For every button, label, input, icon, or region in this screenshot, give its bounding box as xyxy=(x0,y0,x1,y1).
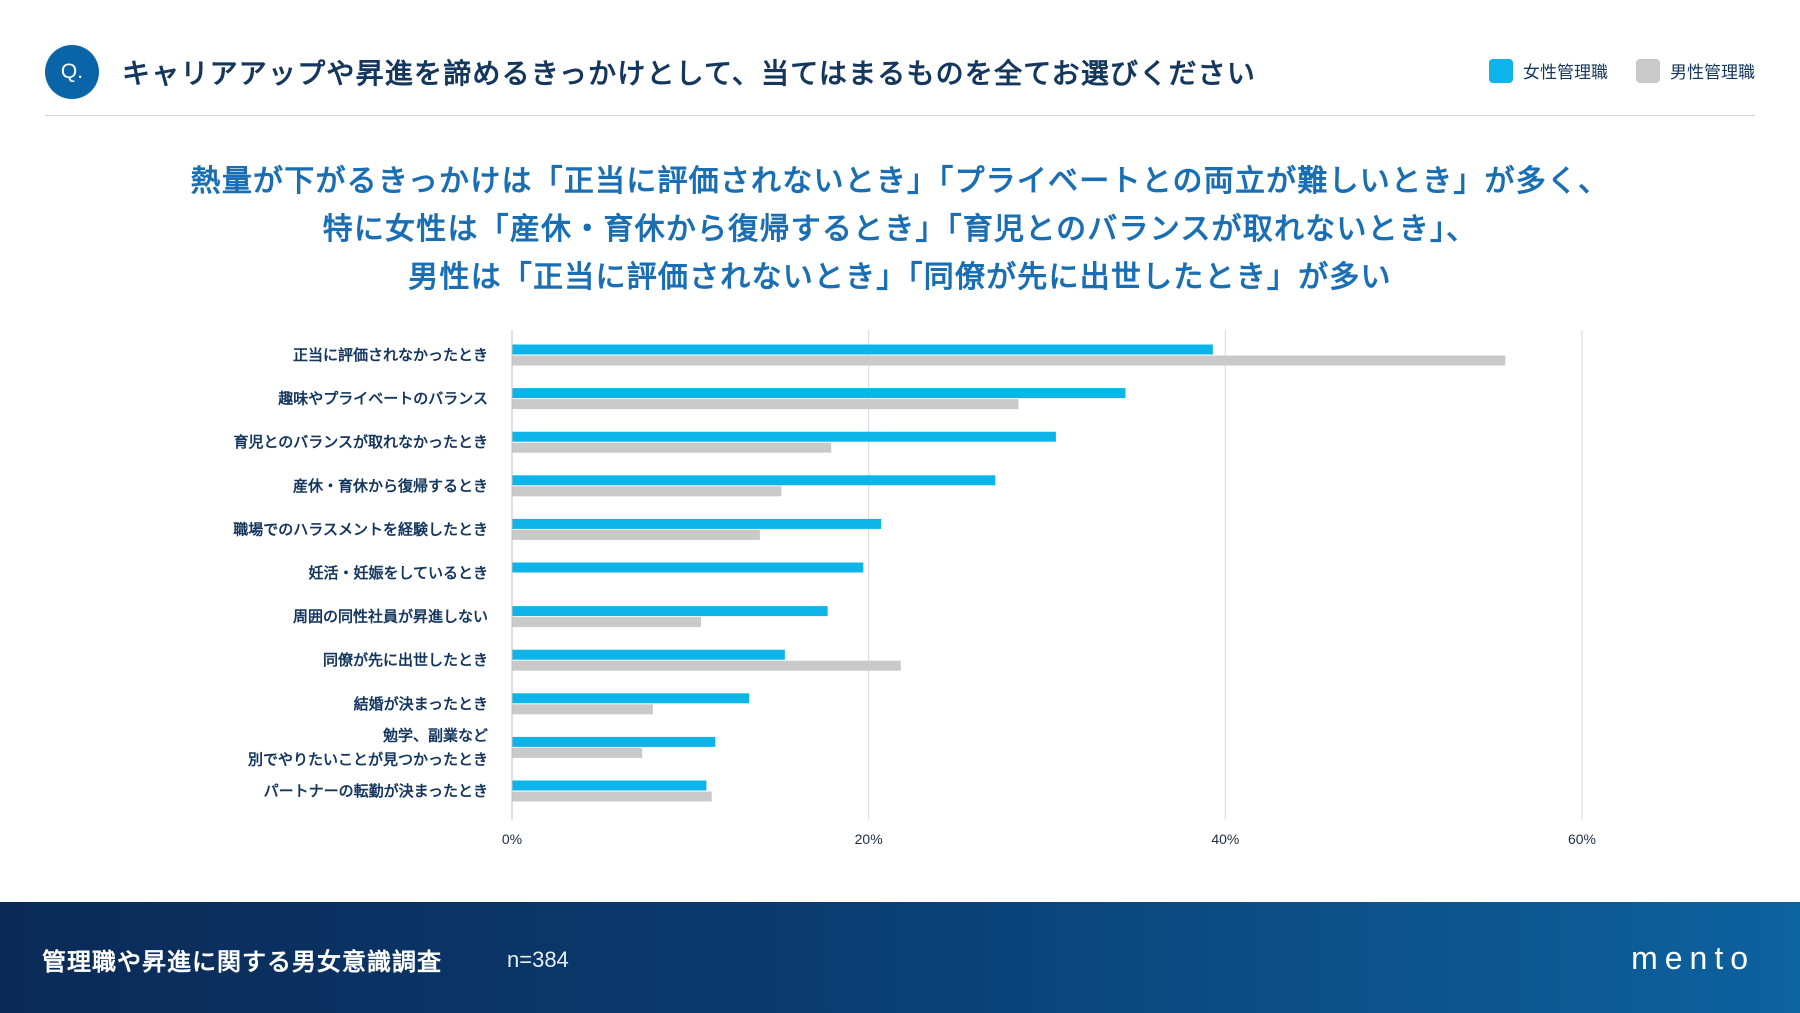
x-tick-label: 60% xyxy=(1568,831,1596,847)
bar-female xyxy=(512,475,996,486)
category-label: 別でやりたいことが見つかったとき xyxy=(247,750,488,768)
bar-female xyxy=(512,693,750,704)
headline-line-1: 熱量が下がるきっかけは「正当に評価されないとき」「プライベートとの両立が難しいと… xyxy=(190,164,1610,199)
x-tick-label: 40% xyxy=(1211,831,1239,847)
category-label: 育児とのバランスが取れなかったとき xyxy=(233,433,488,451)
legend-item-female: 女性管理職 xyxy=(1489,58,1608,83)
category-label: 趣味やプライベートのバランス xyxy=(277,390,488,408)
bar-male xyxy=(512,704,653,715)
bar-male xyxy=(512,399,1019,410)
x-tick-label: 0% xyxy=(502,831,522,847)
headline-line-2: 特に女性は「産休・育休から復帰するとき」「育児とのバランスが取れないとき」、 xyxy=(322,212,1478,247)
bar-male xyxy=(512,442,832,453)
footer: 管理職や昇進に関する男女意識調査 n=384 mento xyxy=(0,902,1800,1013)
category-label: 勉学、副業など xyxy=(382,726,488,744)
legend: 女性管理職 男性管理職 xyxy=(1489,58,1755,83)
bar-female xyxy=(512,780,707,791)
bar-male xyxy=(512,617,702,628)
bar-female xyxy=(512,431,1056,442)
bar-chart: 0% 20% 40% 60% 正当に評価されなかったとき趣味やプライベートのバランス育児… xyxy=(233,330,1596,847)
category-label: 正当に評価されなかったとき xyxy=(293,346,488,364)
legend-label-female: 女性管理職 xyxy=(1523,63,1608,83)
bar-female xyxy=(512,606,828,617)
category-label: 結婚が決まったとき xyxy=(354,695,488,713)
mento-logo: mento xyxy=(1631,940,1755,976)
legend-item-male: 男性管理職 xyxy=(1636,58,1755,83)
category-label: 同僚が先に出世したとき xyxy=(323,651,488,669)
footer-title: 管理職や昇進に関する男女意識調査 xyxy=(42,948,442,976)
bar-male xyxy=(512,791,712,802)
question-badge: Q. xyxy=(45,45,99,99)
headline: 熱量が下がるきっかけは「正当に評価されないとき」「プライベートとの両立が難しいと… xyxy=(0,158,1800,302)
legend-swatch-female xyxy=(1489,58,1513,83)
category-label: 職場でのハラスメントを経験したとき xyxy=(233,520,488,538)
bar-male xyxy=(512,529,760,540)
category-label: 周囲の同性社員が昇進しない xyxy=(293,608,488,626)
x-tick-label: 20% xyxy=(855,831,883,847)
category-label: 産休・育休から復帰するとき xyxy=(293,477,488,495)
bar-male xyxy=(512,747,643,758)
bar-male xyxy=(512,355,1506,366)
bar-female xyxy=(512,388,1126,399)
legend-swatch-male xyxy=(1636,58,1660,83)
bar-female xyxy=(512,649,785,660)
category-label: 妊活・妊娠をしているとき xyxy=(308,564,488,582)
bar-female xyxy=(512,344,1213,355)
sample-size: n=384 xyxy=(507,947,569,972)
legend-label-male: 男性管理職 xyxy=(1670,63,1755,83)
bar-male xyxy=(512,486,782,497)
question-title: キャリアアップや昇進を諦めるきっかけとして、当てはまるものを全てお選びください xyxy=(122,57,1257,90)
header-divider xyxy=(45,115,1755,116)
bar-male xyxy=(512,660,901,671)
bar-female xyxy=(512,562,864,573)
bar-female xyxy=(512,518,882,529)
bar-female xyxy=(512,736,716,747)
category-label: パートナーの転勤が決まったとき xyxy=(264,782,488,800)
headline-line-3: 男性は「正当に評価されないとき」「同僚が先に出世したとき」が多い xyxy=(408,260,1392,295)
